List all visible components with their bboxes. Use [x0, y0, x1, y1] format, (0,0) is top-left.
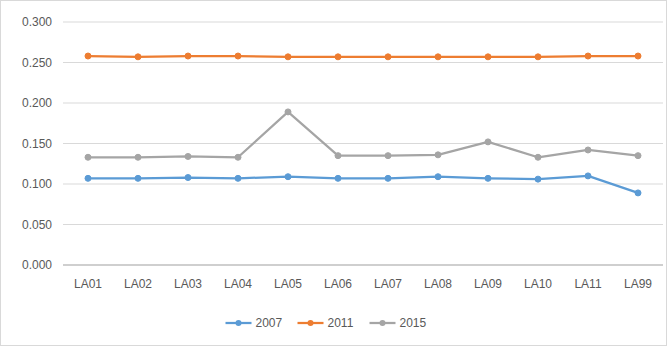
- data-point: [235, 154, 241, 160]
- data-point: [635, 53, 641, 59]
- data-point: [335, 175, 341, 181]
- x-tick-label: LA02: [124, 277, 152, 291]
- data-point: [635, 190, 641, 196]
- y-tick-label: 0.250: [22, 56, 52, 70]
- series-line: [88, 55, 638, 58]
- chart-border: [1, 1, 667, 346]
- series-line: [88, 112, 638, 157]
- plot-area: [85, 53, 641, 196]
- data-point: [435, 152, 441, 158]
- data-point: [85, 175, 91, 181]
- data-point: [135, 154, 141, 160]
- x-tick-label: LA09: [474, 277, 502, 291]
- data-point: [635, 153, 641, 159]
- chart: 0.0000.0500.1000.1500.2000.2500.300LA01L…: [0, 0, 667, 346]
- legend-marker: [380, 320, 386, 326]
- legend-label: 2015: [400, 316, 427, 330]
- grid-line: [63, 265, 663, 266]
- legend: 2007 2011 2015: [226, 316, 427, 330]
- series: [85, 53, 641, 60]
- data-point: [285, 174, 291, 180]
- x-tick-label: LA99: [624, 277, 652, 291]
- data-point: [285, 54, 291, 60]
- x-tick-label: LA06: [324, 277, 352, 291]
- x-tick-label: LA11: [574, 277, 601, 291]
- data-point: [485, 54, 491, 60]
- x-axis-line: [63, 265, 663, 266]
- data-point: [485, 139, 491, 145]
- data-point: [585, 147, 591, 153]
- x-tick-label: LA05: [274, 277, 302, 291]
- series: [85, 173, 641, 196]
- data-point: [385, 153, 391, 159]
- data-point: [435, 54, 441, 60]
- y-tick-label: 0.200: [22, 96, 52, 110]
- data-point: [435, 174, 441, 180]
- grid-line: [63, 22, 663, 23]
- data-point: [535, 154, 541, 160]
- data-point: [535, 176, 541, 182]
- data-point: [185, 175, 191, 181]
- grid-line: [63, 224, 663, 225]
- data-point: [335, 54, 341, 60]
- data-point: [385, 54, 391, 60]
- x-tick-label: LA08: [424, 277, 452, 291]
- y-tick-label: 0.100: [22, 177, 52, 191]
- x-tick-label: LA01: [74, 277, 102, 291]
- x-tick-label: LA07: [374, 277, 402, 291]
- data-point: [535, 54, 541, 60]
- grid-line: [63, 103, 663, 104]
- data-point: [85, 53, 91, 59]
- y-tick-label: 0.050: [22, 218, 52, 232]
- legend-label: 2007: [256, 316, 283, 330]
- data-point: [235, 175, 241, 181]
- y-tick-label: 0.000: [22, 258, 52, 272]
- legend-marker: [308, 320, 314, 326]
- legend-label: 2011: [328, 316, 354, 330]
- data-point: [185, 153, 191, 159]
- data-point: [185, 53, 191, 59]
- data-point: [585, 173, 591, 179]
- y-tick-label: 0.300: [22, 15, 52, 29]
- x-axis: LA01 LA02 LA03 LA04 LA05 LA06 LA07 LA08 LA09 LA10…: [74, 277, 652, 291]
- grid-line: [63, 62, 663, 63]
- data-point: [285, 109, 291, 115]
- grid-line: [63, 143, 663, 144]
- grid-line: [63, 184, 663, 185]
- data-point: [385, 175, 391, 181]
- data-point: [135, 175, 141, 181]
- data-point: [335, 153, 341, 159]
- legend-marker: [236, 320, 242, 326]
- series-line: [88, 176, 638, 193]
- data-point: [85, 154, 91, 160]
- y-axis: 0.000 0.050 0.100 0.150 0.200 0.250 0.300: [22, 15, 663, 272]
- x-tick-label: LA03: [174, 277, 202, 291]
- x-tick-label: LA10: [524, 277, 552, 291]
- y-tick-label: 0.150: [22, 137, 52, 151]
- x-tick-label: LA04: [224, 277, 252, 291]
- data-point: [235, 53, 241, 59]
- data-point: [585, 53, 591, 59]
- series: [85, 109, 641, 160]
- data-point: [485, 175, 491, 181]
- data-point: [135, 54, 141, 60]
